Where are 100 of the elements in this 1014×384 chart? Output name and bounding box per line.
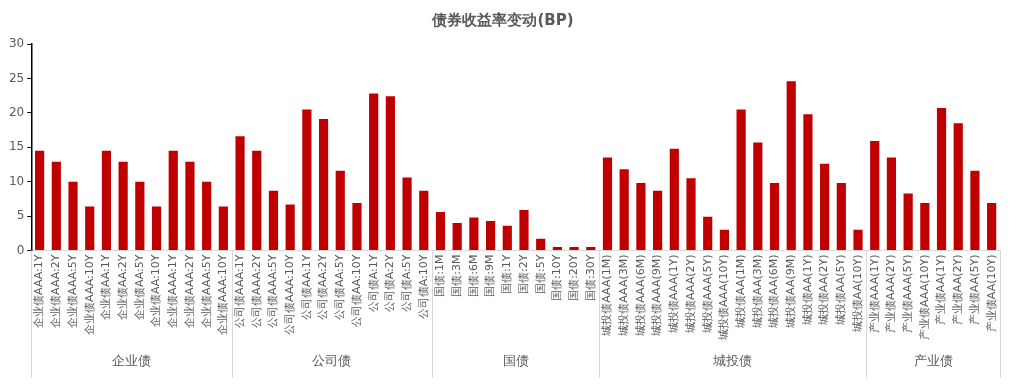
bar (586, 247, 596, 251)
bar (51, 161, 61, 251)
bar (536, 238, 546, 251)
x-tick-label: 城投债AAA(6M) (633, 254, 647, 337)
bar (185, 161, 195, 251)
bar (820, 163, 830, 251)
x-tick-label: 产业债AA(10Y) (984, 254, 998, 333)
bar (970, 170, 980, 251)
bar (118, 161, 128, 251)
x-tick-label: 城投债AA(1Y) (800, 254, 814, 327)
bar (252, 150, 262, 251)
x-tick-label: 公司债AAA:2Y (249, 254, 263, 328)
x-tick-label: 国债:2Y (516, 254, 530, 294)
x-tick-label: 企业债AA:5Y (132, 254, 146, 321)
x-tick-label: 公司债A:10Y (416, 254, 430, 320)
x-tick-label: 产业债AAA(10Y) (917, 254, 931, 341)
bar (953, 123, 963, 251)
chart-title: 债券收益率变动(BP) (431, 10, 574, 29)
x-tick-label: 公司债AA:10Y (349, 254, 363, 328)
bar (936, 108, 947, 251)
bar (602, 157, 613, 251)
bar (853, 229, 863, 251)
text: 产业债 (913, 353, 953, 369)
x-tick-label: 企业债AA:1Y (99, 254, 113, 321)
x-tick-label: 城投债AAA(5Y) (700, 254, 714, 335)
x-tick-label: 国债:1Y (500, 254, 514, 294)
x-tick-label: 企业债AAA:5Y (65, 254, 79, 328)
x-tick-label: 公司债AAA:10Y (283, 254, 297, 335)
bar (452, 222, 462, 251)
bar (719, 229, 730, 251)
bar (552, 247, 562, 251)
y-tick-label: 15 (8, 139, 25, 154)
x-tick-label: 产业债AA(5Y) (967, 254, 981, 326)
bar (268, 190, 279, 251)
bar (101, 150, 112, 251)
bar (419, 190, 429, 251)
x-tick-label: 城投债AA(6M) (767, 254, 781, 329)
y-tick-label: 10 (8, 173, 25, 188)
y-tick-label: 5 (16, 208, 25, 223)
x-tick-label: 城投债AA(2Y) (817, 254, 831, 327)
bar (485, 220, 496, 251)
bar (769, 183, 780, 251)
bar (836, 183, 846, 251)
x-tick-label: 城投债AAA(1M) (600, 254, 614, 337)
bar (686, 178, 696, 251)
bar (352, 203, 362, 251)
x-tick-label: 城投债AAA(9M) (650, 254, 664, 337)
x-tick-label: 企业债AAA:10Y (216, 254, 230, 335)
bar (218, 206, 228, 251)
y-tick-label: 20 (8, 104, 25, 119)
text: 城投债 (712, 353, 753, 369)
bar (469, 217, 479, 251)
x-tick-label: 城投债AA(5Y) (834, 254, 848, 327)
x-tick-label: 城投债AAA(10Y) (717, 254, 731, 342)
bar (168, 150, 178, 251)
x-tick-label: 企业债AAA:1Y (32, 254, 46, 328)
bar (369, 93, 379, 251)
x-tick-label: 企业债AAA:10Y (82, 254, 96, 335)
x-tick-label: 产业债AA(2Y) (951, 254, 965, 326)
x-tick-label: 公司债AA:2Y (316, 254, 330, 321)
x-tick-label: 公司债A:1Y (366, 254, 380, 313)
x-tick-label: 城投债AA(3M) (750, 254, 764, 329)
bar (202, 181, 212, 251)
x-tick-label: 城投债AA(9M) (784, 254, 798, 329)
bar (85, 206, 95, 251)
bar (886, 157, 897, 251)
bar (35, 150, 45, 251)
bar (235, 136, 245, 251)
bar (385, 96, 395, 251)
y-tick-label: 25 (8, 70, 25, 85)
x-tick-label: 产业债AAA(2Y) (884, 254, 898, 334)
x-tick-label: 企业债AAA:5Y (199, 254, 213, 328)
x-tick-label: 产业债AA(1Y) (934, 254, 948, 326)
bar (669, 148, 679, 251)
bar (636, 183, 646, 251)
y-tick-label: 0 (16, 242, 25, 257)
x-tick-label: 企业债AAA:1Y (166, 254, 180, 328)
bar (903, 193, 913, 251)
bar (870, 141, 880, 251)
x-tick-label: 城投债AAA(2Y) (683, 254, 697, 335)
x-tick-label: 产业债AAA(5Y) (901, 254, 914, 334)
bar (68, 181, 78, 251)
bar (302, 109, 312, 251)
x-tick-label: 公司债A:2Y (383, 254, 397, 313)
x-tick-label: 公司债AAA:1Y (232, 254, 246, 328)
bar (803, 114, 813, 251)
bar (285, 204, 295, 251)
bar (435, 211, 446, 251)
x-tick-label: 城投债AA(1M) (733, 254, 747, 329)
x-tick-label: 城投债AAA(1Y) (667, 254, 681, 335)
x-tick-label: 企业债AA:10Y (149, 254, 163, 328)
x-tick-label: 城投债AA(10Y) (850, 254, 864, 334)
x-tick-label: 国债:6M (466, 254, 480, 297)
x-tick-label: 公司债AAA:5Y (266, 254, 280, 328)
x-tick-label: 公司债AA:5Y (333, 254, 347, 321)
y-tick-label: 30 (8, 36, 25, 51)
x-tick-label: 国债:10Y (550, 254, 564, 301)
bar (920, 203, 930, 251)
bar (653, 190, 663, 251)
x-tick-label: 国债:1M (433, 254, 447, 297)
